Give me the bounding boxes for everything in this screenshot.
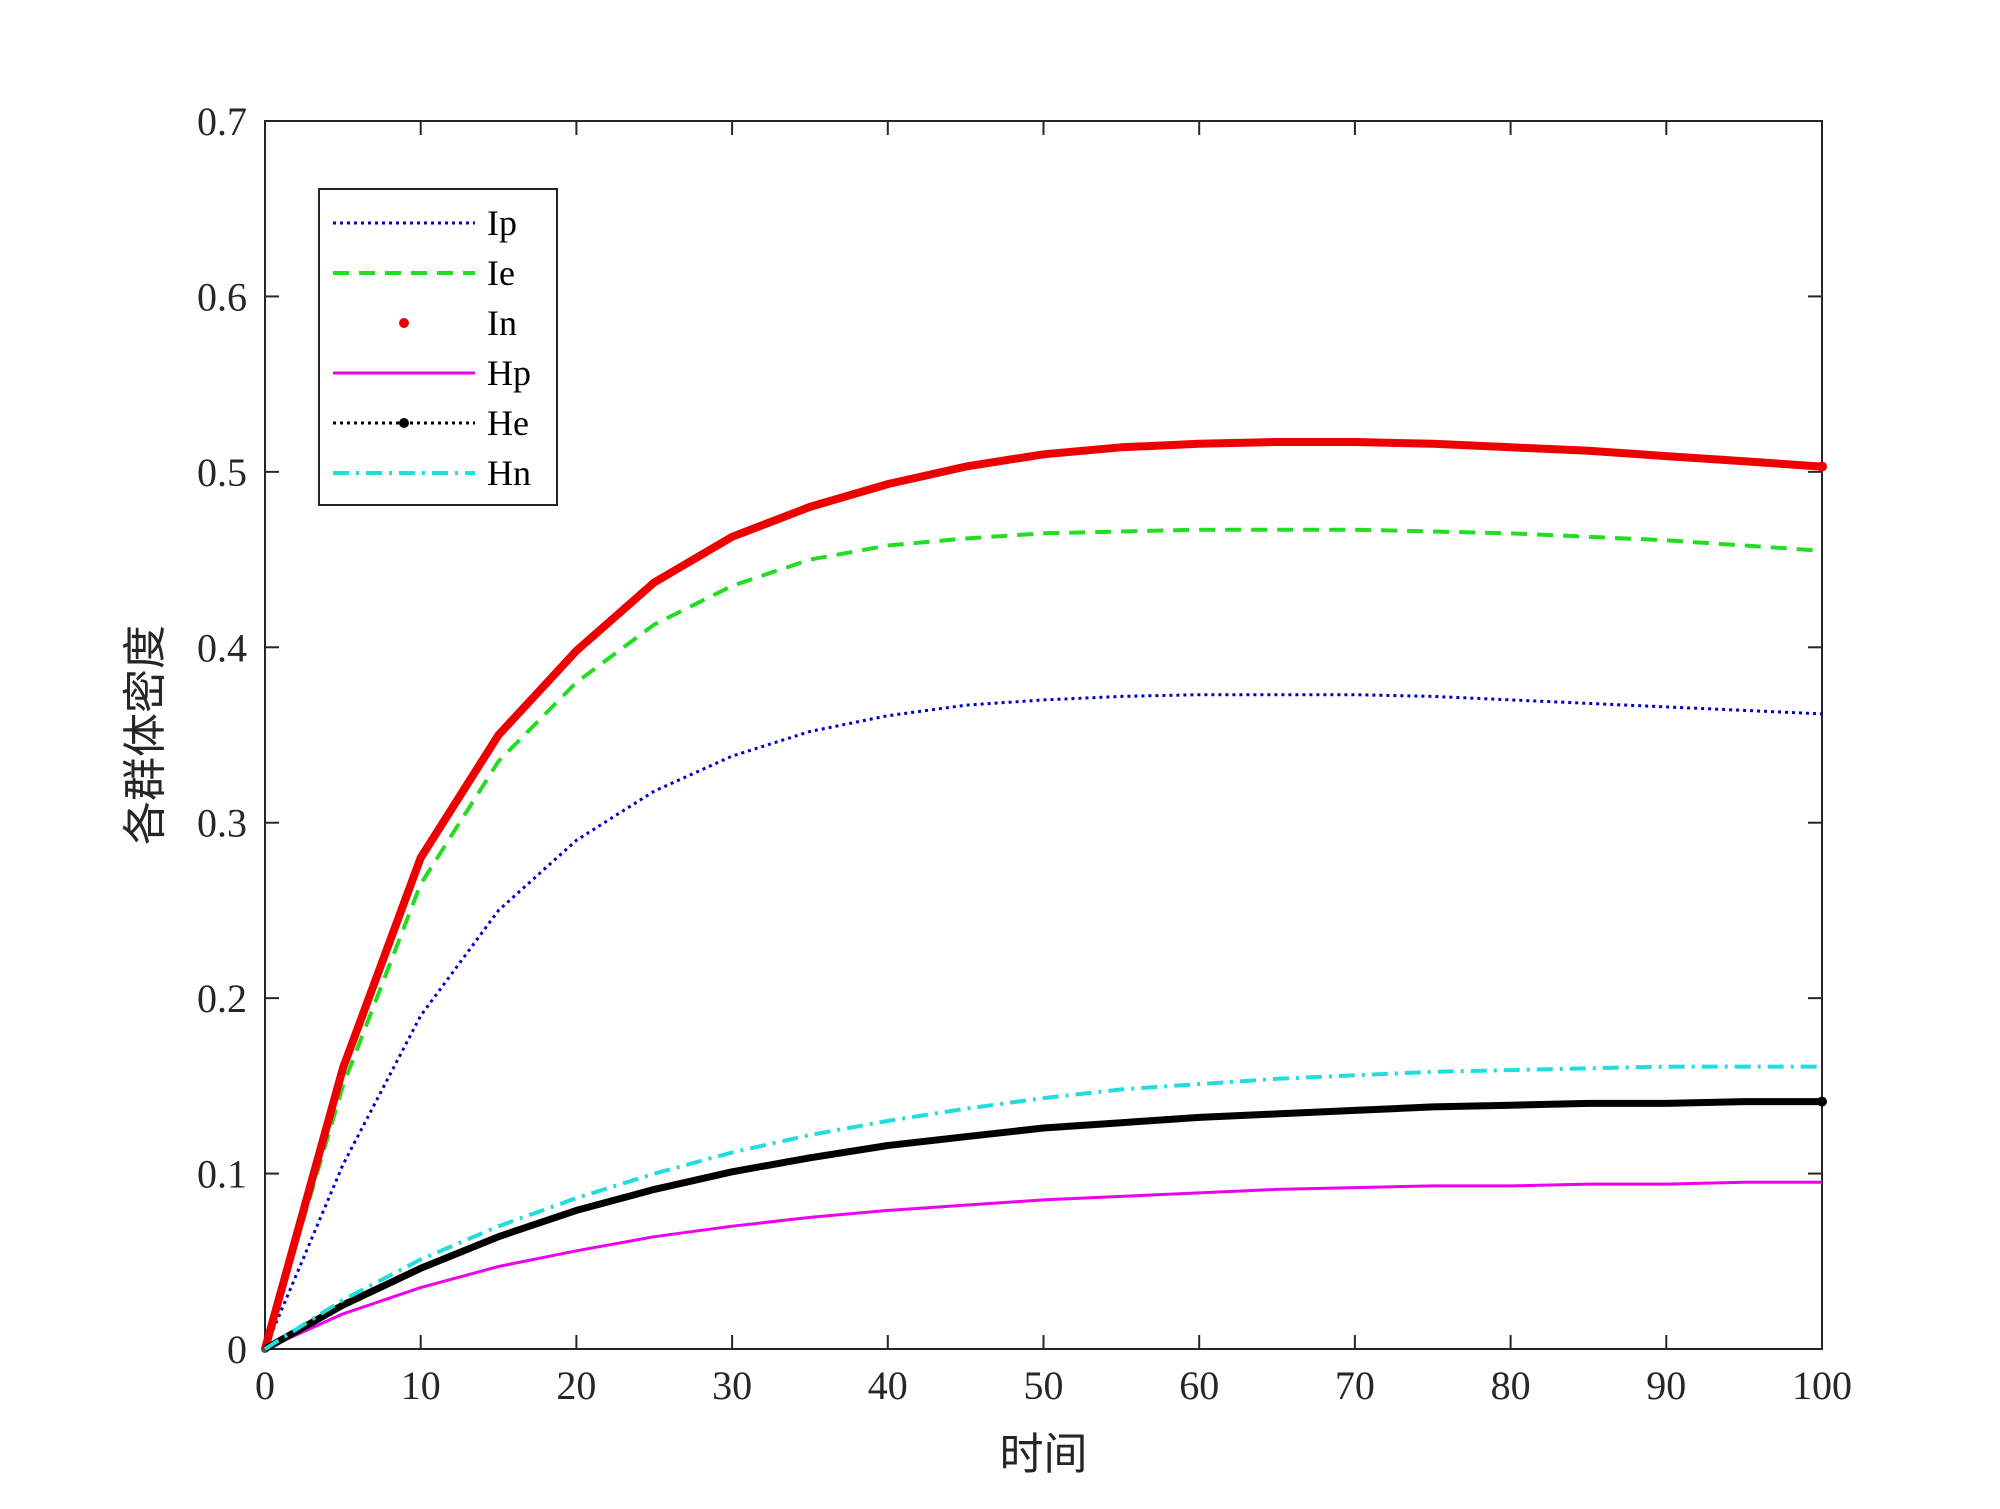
legend-label-ip: Ip (487, 203, 517, 243)
x-tick-label: 100 (1792, 1363, 1852, 1408)
x-tick-label: 50 (1024, 1363, 1064, 1408)
legend-label-he: He (487, 403, 529, 443)
legend-label-ie: Ie (487, 253, 515, 293)
series-end-marker-in (1817, 461, 1827, 472)
y-axis-title: 各群体密度 (120, 625, 171, 845)
y-tick-label: 0.4 (197, 625, 247, 670)
y-tick-label: 0 (227, 1327, 247, 1372)
series-line-ie (263, 527, 1823, 1350)
x-tick-label: 20 (556, 1363, 596, 1408)
y-tick-label: 0.6 (197, 274, 247, 319)
x-tick-label: 80 (1491, 1363, 1531, 1408)
y-tick-label: 0.2 (197, 976, 247, 1021)
series-line-hp (264, 1180, 1822, 1351)
legend: Ip Ie In Hp He Hn (318, 188, 558, 506)
tick-labels: 0 10 20 30 40 50 60 70 80 90 100 0 0.1 0.2 0.3 0.4 0.5 0.… (197, 99, 1852, 1408)
x-axis-title: 时间 (1000, 1429, 1088, 1480)
y-tick-label: 0.5 (197, 450, 247, 495)
legend-swatch-in (399, 318, 409, 328)
series-end-marker-he (1817, 1096, 1827, 1107)
y-tick-label: 0.3 (197, 801, 247, 846)
legend-label-hp: Hp (487, 353, 531, 393)
x-tick-label: 40 (868, 1363, 908, 1408)
plot-area (261, 120, 1827, 1353)
x-tick-label: 0 (255, 1363, 275, 1408)
legend-box (318, 188, 558, 506)
x-tick-label: 30 (712, 1363, 752, 1408)
y-tick-label: 0.7 (197, 99, 247, 144)
series-line-hn (263, 1064, 1822, 1351)
y-tick-label: 0.1 (197, 1152, 247, 1197)
series-line-ip (263, 693, 1823, 1350)
series-line-in (261, 438, 1823, 1351)
legend-label-hn: Hn (487, 453, 531, 493)
x-tick-label: 90 (1646, 1363, 1686, 1408)
x-tick-label: 70 (1335, 1363, 1375, 1408)
legend-label-in: In (487, 303, 517, 343)
series-line-he (263, 1098, 1822, 1353)
x-tick-label: 10 (401, 1363, 441, 1408)
x-tick-label: 60 (1179, 1363, 1219, 1408)
legend-marker-he (399, 418, 409, 428)
ticks (264, 120, 1823, 1350)
series-layer (261, 438, 1827, 1353)
